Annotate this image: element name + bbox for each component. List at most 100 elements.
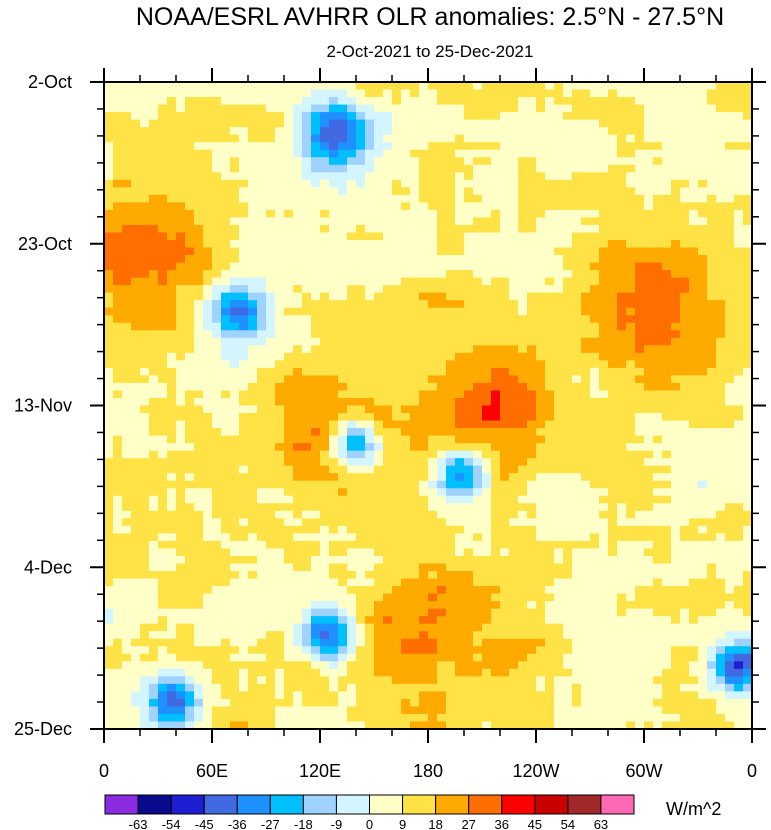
heatmap-cell bbox=[482, 209, 492, 219]
heatmap-cell bbox=[581, 518, 591, 527]
heatmap-cell bbox=[122, 555, 132, 565]
heatmap-cell bbox=[410, 352, 420, 361]
heatmap-cell bbox=[698, 202, 708, 211]
heatmap-cell bbox=[518, 593, 528, 602]
heatmap-cell bbox=[365, 112, 375, 121]
heatmap-cell bbox=[239, 382, 249, 392]
heatmap-cell bbox=[401, 202, 411, 211]
heatmap-cell bbox=[149, 232, 159, 241]
heatmap-cell bbox=[311, 172, 321, 181]
heatmap-cell bbox=[644, 420, 654, 429]
heatmap-cell bbox=[149, 548, 159, 557]
heatmap-cell bbox=[545, 112, 555, 121]
heatmap-cell bbox=[482, 142, 492, 151]
heatmap-cell bbox=[716, 367, 726, 376]
heatmap-cell bbox=[725, 194, 735, 203]
heatmap-cell bbox=[383, 217, 393, 226]
heatmap-cell bbox=[689, 443, 699, 452]
heatmap-cell bbox=[662, 405, 672, 414]
heatmap-cell bbox=[401, 337, 411, 346]
heatmap-cell bbox=[104, 548, 114, 557]
heatmap-cell bbox=[464, 405, 474, 414]
heatmap-cell bbox=[644, 503, 654, 512]
heatmap-cell bbox=[743, 262, 753, 271]
heatmap-cell bbox=[635, 563, 645, 572]
heatmap-cell bbox=[680, 518, 690, 527]
heatmap-cell bbox=[743, 533, 753, 542]
heatmap-cell bbox=[464, 571, 474, 580]
heatmap-cell bbox=[302, 157, 312, 166]
heatmap-cell bbox=[563, 360, 573, 369]
heatmap-cell bbox=[464, 458, 474, 467]
heatmap-cell bbox=[527, 97, 537, 106]
heatmap-cell bbox=[716, 525, 726, 534]
heatmap-cell bbox=[230, 322, 240, 331]
heatmap-cell bbox=[212, 360, 222, 369]
heatmap-cell bbox=[122, 202, 132, 211]
heatmap-cell bbox=[131, 239, 141, 249]
heatmap-cell bbox=[185, 518, 195, 527]
heatmap-cell bbox=[284, 224, 294, 234]
heatmap-cell bbox=[644, 187, 654, 196]
heatmap-cell bbox=[392, 232, 402, 241]
heatmap-cell bbox=[437, 360, 447, 369]
heatmap-cell bbox=[509, 89, 519, 98]
heatmap-cell bbox=[734, 239, 744, 249]
heatmap-cell bbox=[149, 571, 159, 580]
heatmap-cell bbox=[293, 164, 303, 173]
heatmap-cell bbox=[176, 458, 186, 467]
heatmap-cell bbox=[383, 495, 393, 504]
heatmap-cell bbox=[221, 224, 231, 234]
heatmap-cell bbox=[203, 586, 213, 595]
heatmap-cell bbox=[131, 315, 141, 324]
heatmap-cell bbox=[554, 443, 564, 452]
heatmap-cell bbox=[302, 307, 312, 316]
heatmap-cell bbox=[275, 360, 285, 369]
heatmap-cell bbox=[221, 255, 231, 264]
heatmap-cell bbox=[392, 119, 402, 128]
heatmap-cell bbox=[113, 119, 123, 128]
heatmap-cell bbox=[329, 488, 339, 497]
heatmap-cell bbox=[599, 555, 609, 565]
heatmap-cell bbox=[554, 224, 564, 234]
heatmap-cell bbox=[221, 187, 231, 196]
heatmap-cell bbox=[419, 465, 429, 474]
heatmap-cell bbox=[392, 172, 402, 181]
heatmap-cell bbox=[572, 142, 582, 151]
heatmap-cell bbox=[509, 503, 519, 512]
heatmap-cell bbox=[635, 525, 645, 534]
heatmap-cell bbox=[482, 428, 492, 437]
heatmap-cell bbox=[203, 330, 213, 339]
heatmap-cell bbox=[626, 367, 636, 376]
heatmap-cell bbox=[140, 563, 150, 572]
heatmap-cell bbox=[518, 277, 528, 286]
heatmap-cell bbox=[473, 307, 483, 316]
heatmap-cell bbox=[734, 533, 744, 542]
heatmap-cell bbox=[374, 397, 384, 407]
heatmap-cell bbox=[518, 413, 528, 422]
heatmap-cell bbox=[716, 97, 726, 106]
heatmap-cell bbox=[473, 352, 483, 361]
heatmap-cell bbox=[311, 224, 321, 234]
heatmap-cell bbox=[329, 473, 339, 482]
heatmap-cell bbox=[509, 345, 519, 354]
heatmap-cell bbox=[194, 533, 204, 542]
heatmap-cell bbox=[725, 420, 735, 429]
heatmap-cell bbox=[608, 518, 618, 527]
heatmap-cell bbox=[554, 134, 564, 143]
heatmap-cell bbox=[212, 112, 222, 121]
heatmap-cell bbox=[446, 488, 456, 497]
heatmap-cell bbox=[167, 533, 177, 542]
heatmap-cell bbox=[149, 375, 159, 384]
heatmap-cell bbox=[356, 458, 366, 467]
heatmap-cell bbox=[401, 473, 411, 482]
heatmap-cell bbox=[410, 292, 420, 301]
heatmap-cell bbox=[113, 337, 123, 346]
heatmap-cell bbox=[329, 330, 339, 339]
heatmap-cell bbox=[347, 352, 357, 361]
heatmap-cell bbox=[131, 518, 141, 527]
heatmap-cell bbox=[437, 540, 447, 550]
heatmap-cell bbox=[167, 104, 177, 113]
heatmap-cell bbox=[221, 104, 231, 113]
heatmap-cell bbox=[248, 82, 258, 91]
